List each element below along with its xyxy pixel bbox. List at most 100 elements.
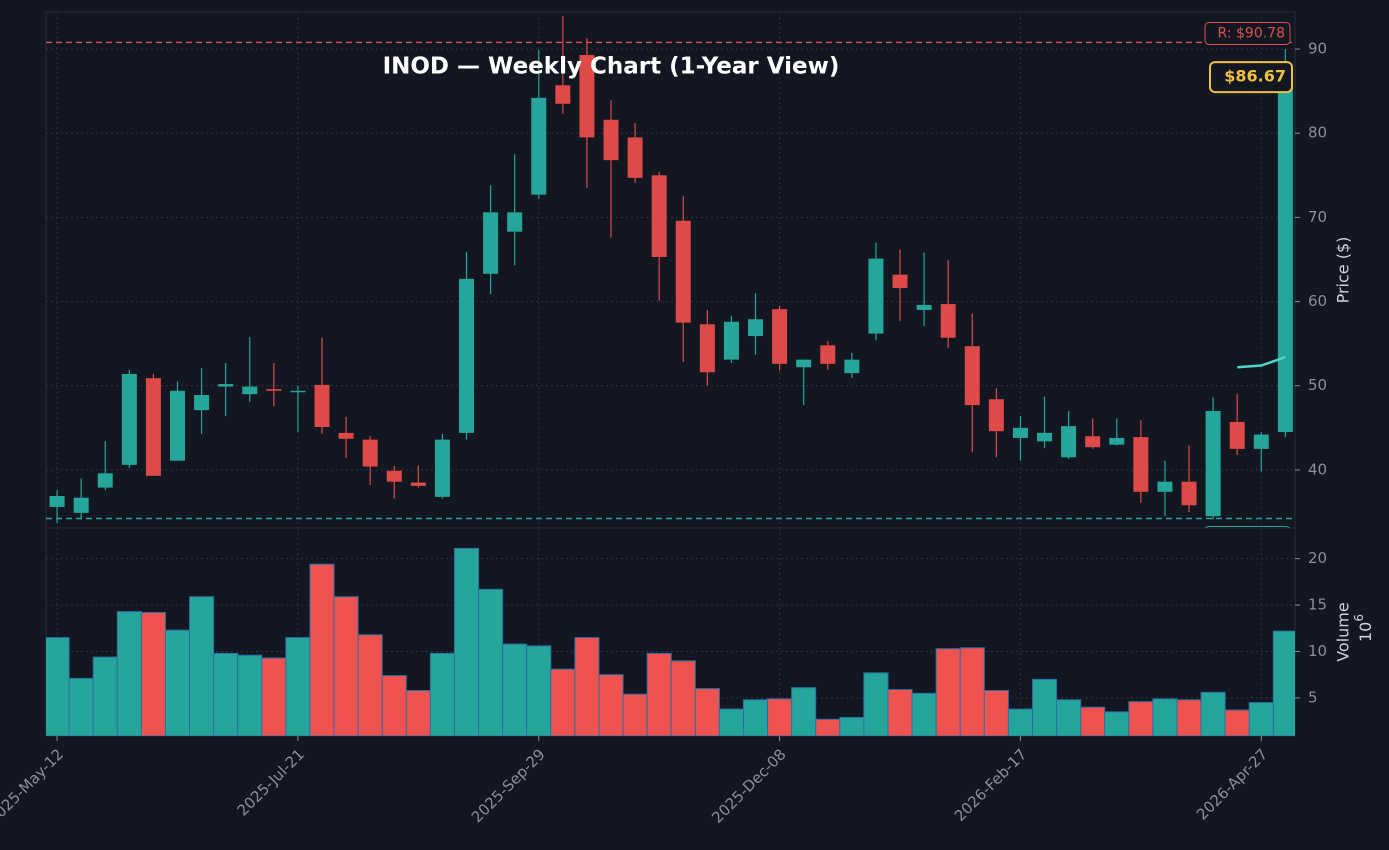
volume-bar (405, 690, 431, 736)
candle-body (338, 432, 354, 439)
candle-body (507, 212, 523, 232)
candle-body (73, 497, 89, 513)
candle-body (483, 212, 499, 274)
volume-bar (983, 690, 1009, 736)
volume-bar (1272, 630, 1295, 736)
volume-bar (911, 692, 937, 736)
volume-bar (1080, 706, 1106, 736)
volume-bar (285, 637, 311, 736)
volume-bar (526, 645, 552, 736)
volume-bar (1248, 702, 1274, 736)
chart-title: INOD — Weekly Chart (1-Year View) (383, 54, 840, 80)
volume-bar (574, 637, 600, 736)
volume-bar (68, 677, 94, 736)
candle-body (916, 304, 932, 310)
y-tick-label: 40 (1308, 460, 1327, 478)
x-tick-label: 2025-Sep-29 (468, 745, 549, 826)
y-tick-label: 10 (1308, 642, 1327, 660)
price-panel (45, 11, 1296, 529)
candle-body (627, 137, 643, 178)
candle-body (1085, 436, 1101, 448)
x-tick-label: 2025-Dec-08 (708, 745, 789, 826)
volume-bar (92, 656, 118, 736)
candle-body (1157, 481, 1173, 492)
volume-scale: 106 (1352, 614, 1375, 642)
volume-bar (213, 652, 239, 736)
candle-body (844, 359, 860, 374)
y-tick-label: 15 (1308, 596, 1327, 614)
volume-bar (46, 637, 70, 736)
volume-bar (598, 674, 624, 736)
candle-body (1133, 437, 1149, 492)
candle-body (169, 390, 185, 461)
volume-bar (502, 643, 528, 736)
volume-bar (478, 588, 504, 736)
volume-bar (189, 596, 215, 736)
candle-body (49, 496, 65, 507)
candle-body (1277, 77, 1293, 433)
candle-body (820, 345, 836, 364)
last-price-box (1209, 61, 1293, 94)
candle-body (1037, 432, 1053, 442)
volume-bar (815, 718, 841, 736)
volume-bar (646, 652, 672, 736)
candle-body (145, 378, 161, 476)
candle-body (266, 389, 282, 391)
volume-bar (959, 647, 985, 736)
y-axis-label: Volume (1334, 602, 1353, 662)
y-tick-label: 5 (1308, 688, 1318, 706)
resistance-label-box (1204, 21, 1291, 45)
candle-body (675, 220, 691, 323)
candle-body (290, 390, 306, 393)
y-axis-label: Price ($) (1334, 237, 1353, 304)
volume-bar (1007, 708, 1033, 736)
candle-body (97, 473, 113, 488)
x-tick-label: 2025-Jul-21 (234, 745, 308, 819)
volume-bar (357, 634, 383, 736)
volume-bar (670, 660, 696, 736)
x-tick-label: 2025-May-12 (0, 745, 67, 828)
volume-bar (309, 563, 335, 736)
candle-body (579, 54, 595, 138)
scale-base: 10 (1356, 622, 1375, 642)
candle-body (964, 346, 980, 406)
candle-body (1109, 437, 1125, 445)
candle-body (1253, 434, 1269, 449)
last-price-label: $86.67 (1224, 67, 1286, 86)
candle-body (892, 274, 908, 289)
volume-bar (863, 672, 889, 736)
volume-bar (935, 648, 961, 736)
volume-bar (237, 654, 263, 736)
x-tick-label: 2026-Apr-27 (1193, 745, 1271, 823)
candle-body (242, 386, 258, 395)
candle-body (603, 119, 619, 161)
candle-body (868, 258, 884, 334)
candle-body (796, 359, 812, 368)
average-line (1237, 355, 1286, 369)
candle-body (194, 395, 210, 411)
scale-exponent: 6 (1352, 614, 1366, 622)
volume-bar (1224, 709, 1250, 736)
candle-body (1181, 481, 1197, 506)
resistance-label: R: $90.78 (1218, 25, 1285, 41)
candle-body (772, 309, 788, 364)
candle-body (651, 175, 667, 257)
y-tick-label: 60 (1308, 292, 1327, 310)
candle-body (699, 324, 715, 373)
candle-body (723, 321, 739, 360)
volume-bar (742, 699, 769, 736)
volume-bar (767, 698, 793, 736)
candle-body (748, 319, 764, 337)
candle-body (940, 304, 956, 338)
volume-bar (1031, 678, 1058, 736)
volume-plot (46, 528, 1295, 736)
price-plot: R: $90.78S: $34.23 (46, 12, 1295, 528)
candle-body (362, 439, 378, 467)
y-tick-label: 90 (1308, 40, 1327, 58)
volume-bar (718, 708, 744, 736)
candle-body (1061, 426, 1077, 458)
y-tick-label: 20 (1308, 549, 1327, 567)
volume-bar (1056, 699, 1082, 736)
volume-bar (1176, 699, 1202, 736)
volume-bar (164, 629, 191, 736)
